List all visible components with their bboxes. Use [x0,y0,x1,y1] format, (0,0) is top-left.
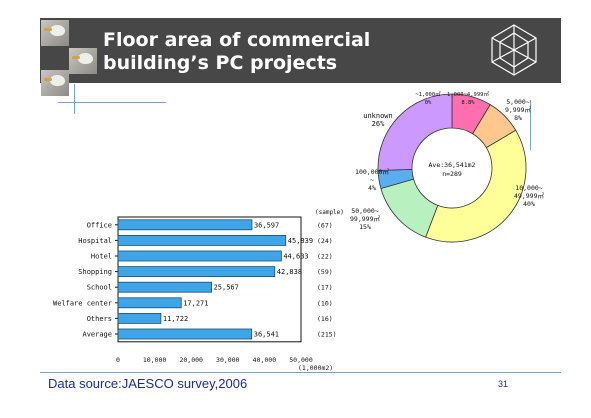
bar [117,234,287,246]
value-label: 25,567 [214,284,239,292]
donut-slice [425,129,527,243]
bar [117,312,162,324]
decorative-line [530,100,531,150]
donut-slice-percent: 8.8% [461,100,475,106]
category-label: Others [87,315,112,323]
title-banner [40,18,561,83]
slide-title: Floor area of commercial building’s PC p… [103,29,371,74]
value-label: 44,633 [283,253,308,261]
x-tick-label: 20,000 [179,356,203,364]
decorative-line [74,84,75,114]
donut-slice-percent: 15% [359,223,371,231]
bar [117,281,212,293]
donut-center-count: n=289 [442,170,462,178]
sample-count: (16) [317,315,333,323]
decorative-line [58,102,166,103]
value-label: 11,722 [163,315,188,323]
bar [117,250,282,262]
footer-divider [40,372,561,373]
donut-slice-label: 50,000~ 99,999㎡ [350,207,380,223]
category-label: Welfare center [53,299,112,307]
donut-slice-percent: 26% [372,120,385,128]
donut-slice-label: ~1,000㎡ [415,90,441,98]
sample-count: (67) [317,221,333,229]
value-label: 45,839 [288,237,313,245]
sample-count: (10) [317,299,333,307]
donut-slice-label: 1,000~4,999㎡ [447,90,489,98]
value-label: 42,838 [277,268,302,276]
sample-header: (sample) [315,209,344,216]
seagull-photo [41,20,69,46]
value-label: 17,271 [183,299,208,307]
donut-slice-percent: 4% [368,184,376,192]
category-label: Average [82,331,112,339]
sample-count: (215) [317,331,337,339]
category-label: School [87,284,112,292]
category-label: Office [87,221,112,229]
donut-slice-label: 100,000㎡ ~ [355,167,389,184]
value-label: 36,597 [254,221,279,229]
donut-slice [380,178,439,238]
x-tick-label: 50,000 [289,356,313,364]
x-unit-label: (1,000m2) [298,364,333,372]
x-tick-label: 0 [116,356,120,364]
sample-count: (59) [317,268,333,276]
data-source: Data source:JAESCO survey,2006 [48,376,248,391]
category-label: Hospital [78,237,112,245]
donut-slice [377,93,453,171]
x-tick-label: 40,000 [253,356,277,364]
sample-count: (22) [317,253,333,261]
donut-slice-percent: 8% [514,114,522,122]
page-number: 31 [498,379,509,389]
donut-slice-percent: 40% [523,200,535,208]
value-label: 36,541 [254,331,279,339]
bar [117,328,253,340]
category-label: Hotel [91,253,112,261]
bar [117,219,253,231]
x-tick-label: 10,000 [143,356,167,364]
donut-slice-label: 5,000~ 9,999㎡ [505,98,532,114]
seagull-photo [69,48,97,74]
bar [117,266,276,278]
x-tick-label: 30,000 [216,356,240,364]
sample-count: (24) [317,237,333,245]
plot-frame [117,216,302,343]
seagull-photo [41,70,69,96]
donut-slice-label: 10,000~ 49,999㎡ [514,184,544,200]
donut-slice-label: unknown [363,112,393,120]
donut-slice-percent: 0% [425,100,432,106]
donut-center-average: Ave:36,541m2 [429,161,476,169]
bar [117,297,182,309]
category-label: Shopping [78,268,112,276]
hexagon-logo-icon [491,24,537,76]
sample-count: (17) [317,284,333,292]
